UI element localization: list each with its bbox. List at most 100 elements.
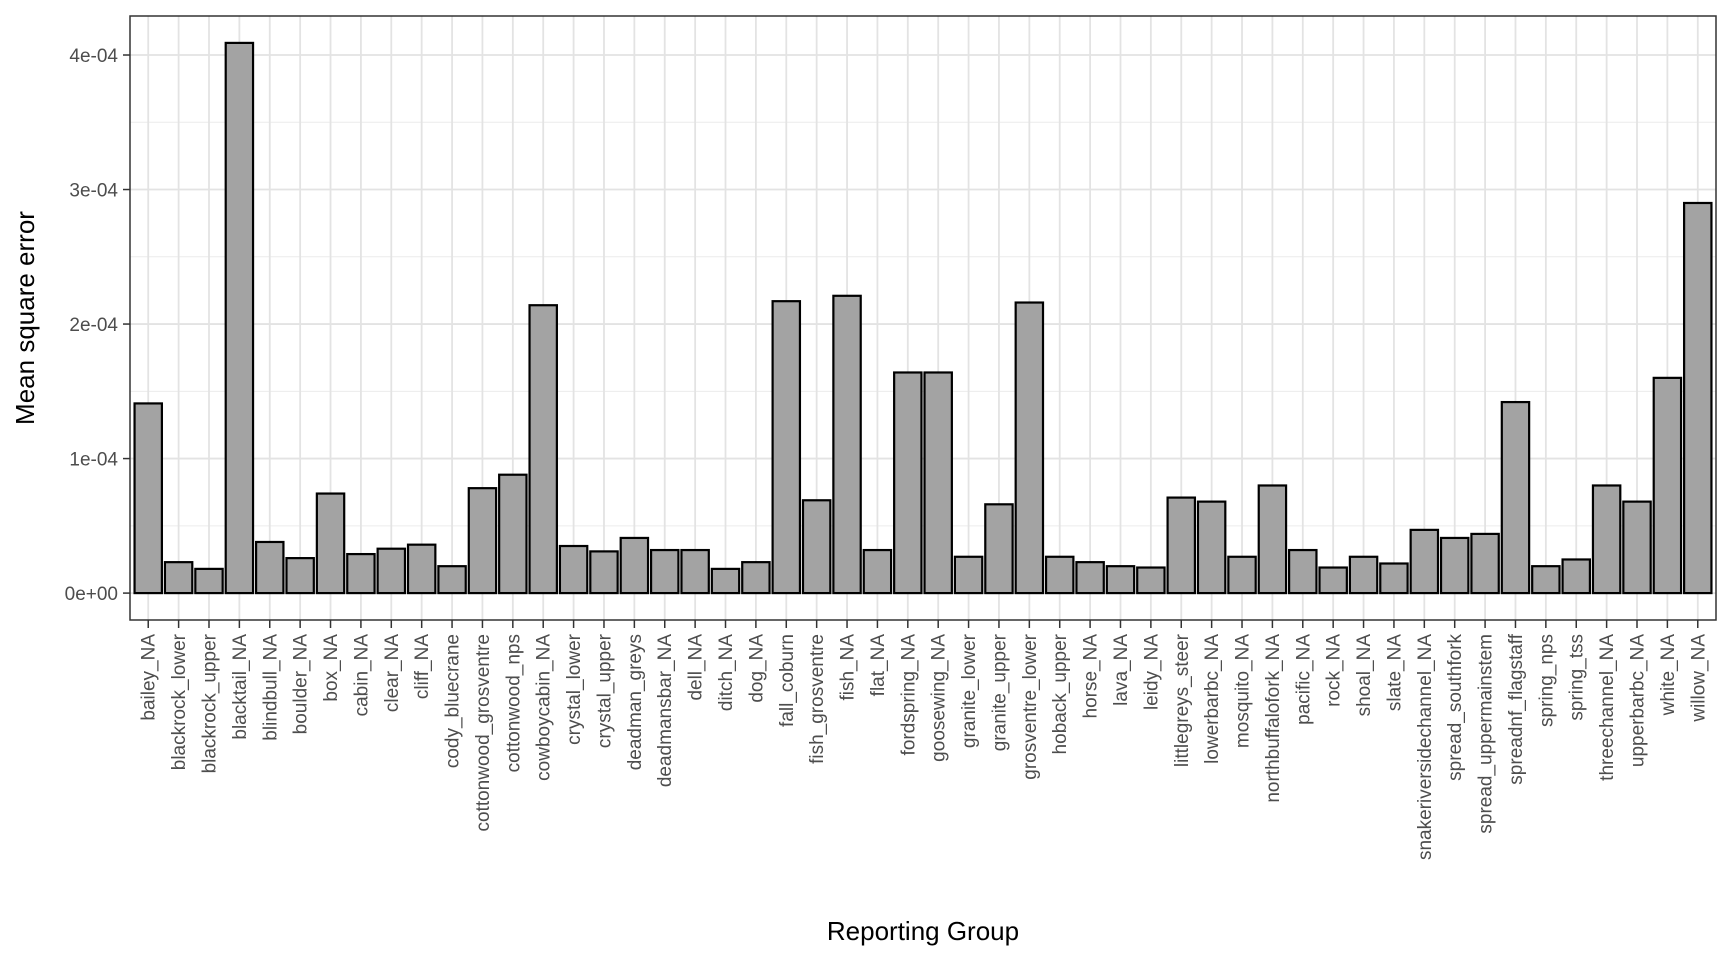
x-axis-ticks: bailey_NA blackrock_lower blackrock_upper b… [139, 620, 1709, 860]
bar-upperbarbc_NA [1622, 500, 1652, 595]
x-tick-label: threechannel_NA [1597, 634, 1618, 781]
x-tick-label: flat_NA [868, 634, 889, 697]
bar-spread_uppermainstem [1470, 532, 1500, 595]
bar-goosewing_NA [923, 371, 953, 595]
x-tick-label: spring_tss [1567, 634, 1588, 721]
bar-cottonwood_nps [498, 473, 528, 595]
x-tick-label: cowboycabin_NA [534, 634, 555, 781]
bar-ditch_NA [710, 567, 741, 595]
bar-littlegreys_steer [1166, 496, 1197, 595]
x-tick-label: dog_NA [746, 634, 767, 703]
x-tick-label: fish_grosventre [807, 634, 828, 764]
x-tick-label: fish_NA [838, 634, 859, 701]
x-tick-label: crystal_upper [594, 633, 615, 748]
x-tick-label: boulder_NA [291, 634, 312, 735]
x-tick-label: blindbull_NA [260, 634, 281, 741]
bar-blackrock_upper [194, 567, 224, 595]
bar-blackrock_lower [163, 561, 194, 595]
bar-spreadnf_flagstaff [1500, 400, 1531, 595]
x-tick-label: rock_NA [1324, 634, 1345, 707]
bar-leidy_NA [1136, 566, 1166, 595]
bar-cliff_NA [406, 543, 437, 595]
x-tick-label: fall_coburn [777, 634, 798, 727]
bar-willow_NA [1682, 201, 1713, 595]
x-axis-title: Reporting Group [827, 916, 1019, 946]
y-tick-label: 0e+00 [65, 584, 118, 605]
y-axis-title: Mean square error [10, 211, 40, 425]
bar-northbuffalofork_NA [1257, 484, 1288, 595]
bar-spread_southfork [1439, 536, 1470, 595]
panel-border [129, 15, 1717, 621]
x-tick-label: hoback_upper [1050, 633, 1071, 754]
bar-horse_NA [1075, 561, 1105, 595]
bar-cottonwood_grosventre [467, 487, 498, 595]
bar-fordspring_NA [893, 371, 923, 595]
x-tick-label: leidy_NA [1141, 634, 1162, 710]
x-tick-label: ditch_NA [716, 634, 737, 711]
x-tick-label: deadmansbar_NA [655, 634, 676, 787]
x-tick-label: grosventre_lower [1020, 633, 1041, 779]
x-tick-label: cottonwood_grosventre [473, 634, 494, 832]
bar-cody_bluecrane [437, 565, 467, 595]
bar-lava_NA [1105, 565, 1136, 595]
x-tick-label: slate_NA [1384, 634, 1405, 711]
x-tick-label: blackrock_lower [169, 633, 190, 770]
x-tick-label: shoal_NA [1354, 634, 1375, 717]
x-tick-label: deadman_greys [625, 634, 646, 770]
plot-background [130, 16, 1716, 620]
x-tick-label: cliff_NA [412, 634, 433, 699]
panel-fill [130, 16, 1716, 620]
x-tick-label: northbuffalofork_NA [1263, 634, 1284, 803]
bar-threechannel_NA [1591, 484, 1622, 595]
bar-cabin_NA [346, 552, 376, 595]
bar-cowboycabin_NA [528, 304, 558, 595]
x-tick-label: spread_uppermainstem [1476, 634, 1497, 834]
x-tick-label: upperbarbc_NA [1628, 634, 1649, 767]
y-tick-label: 1e-04 [69, 450, 118, 471]
x-tick-label: pacific_NA [1293, 634, 1314, 725]
bar-bailey_NA [133, 402, 164, 595]
bar-white_NA [1652, 376, 1683, 595]
bar-pacific_NA [1288, 548, 1318, 595]
bar-fall_coburn [771, 300, 802, 595]
bar-granite_upper [984, 503, 1014, 595]
bar-snakeriversidechannel_NA [1409, 528, 1440, 595]
bar-blindbull_NA [254, 540, 285, 595]
x-tick-label: box_NA [321, 634, 342, 702]
x-tick-label: mosquito_NA [1233, 634, 1254, 748]
y-tick-label: 2e-04 [69, 315, 118, 336]
x-tick-label: spread_southfork [1445, 634, 1466, 781]
bar-granite_lower [953, 555, 984, 595]
x-tick-label: littlegreys_steer [1172, 633, 1193, 767]
x-tick-label: goosewing_NA [929, 634, 950, 762]
x-tick-label: spreadnf_flagstaff [1506, 633, 1527, 784]
x-tick-label: bailey_NA [139, 634, 160, 721]
x-tick-label: spring_nps [1536, 634, 1557, 727]
x-tick-label: lava_NA [1111, 634, 1132, 706]
bar-blacktail_NA [224, 41, 255, 595]
x-tick-label: blackrock_upper [199, 633, 220, 773]
bar-grosventre_lower [1014, 301, 1045, 595]
bar-box_NA [315, 492, 346, 595]
bar-fish_NA [832, 294, 862, 595]
bar-fish_grosventre [801, 499, 832, 595]
bar-slate_NA [1379, 562, 1409, 595]
bars [133, 41, 1713, 595]
x-tick-label: cabin_NA [351, 634, 372, 717]
y-axis-ticks: 0e+00 1e-04 2e-04 3e-04 4e-04 [65, 46, 130, 605]
bar-shoal_NA [1348, 555, 1379, 595]
bar-hoback_upper [1044, 555, 1075, 595]
x-tick-label: dell_NA [686, 634, 707, 701]
bar-boulder_NA [285, 557, 315, 595]
y-tick-label: 4e-04 [69, 46, 118, 67]
x-tick-label: fordspring_NA [898, 634, 919, 756]
x-tick-label: granite_upper [989, 633, 1010, 751]
bar-spring_nps [1531, 565, 1561, 595]
x-tick-label: snakeriversidechannel_NA [1415, 634, 1436, 860]
bar-deadmansbar_NA [649, 548, 680, 595]
bar-flat_NA [862, 548, 893, 595]
x-tick-label: blacktail_NA [230, 634, 251, 740]
bar-deadman_greys [619, 536, 650, 595]
x-tick-label: cottonwood_nps [503, 634, 524, 772]
